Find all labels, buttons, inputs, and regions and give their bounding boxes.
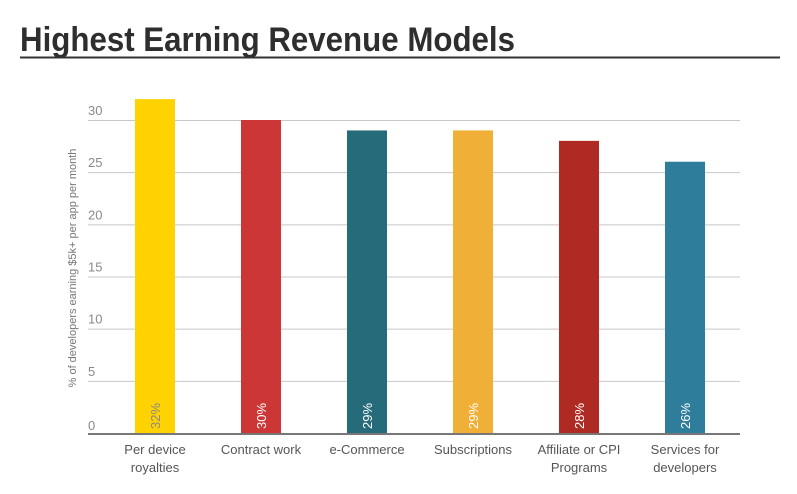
data-label: 28% <box>572 403 587 429</box>
y-tick-label: 5 <box>88 364 95 379</box>
bar <box>347 130 387 433</box>
bar <box>665 161 705 433</box>
y-tick-label: 15 <box>88 260 102 275</box>
y-tick-label: 10 <box>88 312 102 327</box>
y-tick-label: 30 <box>88 103 102 118</box>
x-tick-label: e-Commerce <box>329 442 404 457</box>
data-label: 26% <box>678 403 693 429</box>
x-tick-label: royalties <box>131 460 180 475</box>
x-tick-label: Contract work <box>221 442 302 457</box>
bar <box>453 130 493 433</box>
bar <box>559 140 599 433</box>
x-tick-label: developers <box>653 460 717 475</box>
bar <box>135 99 175 433</box>
bar <box>241 120 281 433</box>
y-tick-label: 0 <box>88 418 95 433</box>
y-tick-label: 20 <box>88 207 102 222</box>
x-tick-label: Programs <box>551 460 608 475</box>
y-tick-label: 25 <box>88 155 102 170</box>
x-tick-label: Affiliate or CPI <box>538 442 621 457</box>
x-tick-label: Per device <box>124 442 185 457</box>
data-label: 30% <box>254 403 269 429</box>
x-tick-label: Services for <box>651 442 720 457</box>
chart-title: Highest Earning Revenue Models <box>20 21 515 59</box>
x-tick-label: Subscriptions <box>434 442 513 457</box>
data-label: 29% <box>360 403 375 429</box>
data-label: 29% <box>466 403 481 429</box>
data-label: 32% <box>148 403 163 429</box>
y-axis-label: % of developers earning $5k+ per app per… <box>67 149 79 388</box>
